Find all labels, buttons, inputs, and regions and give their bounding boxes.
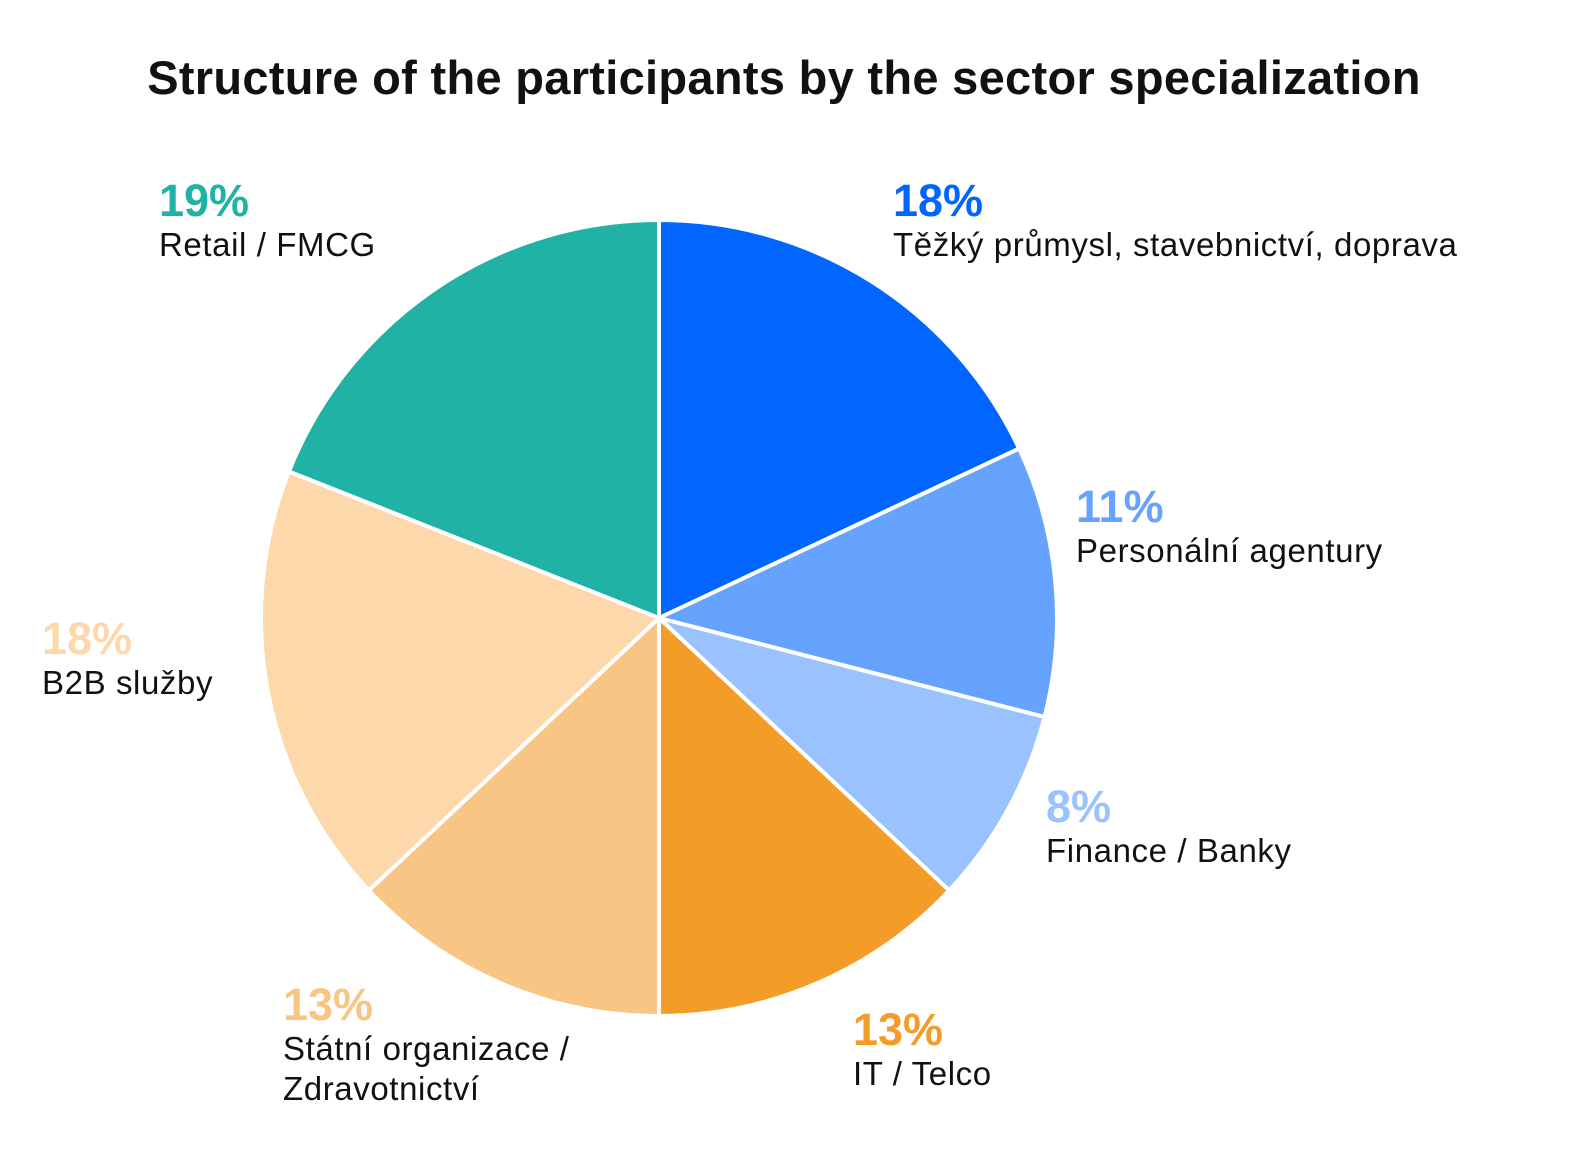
slice-label-finance-banks: 8% Finance / Banky [1046,783,1292,871]
slice-category-label: Personální agentury [1076,532,1383,569]
pie-slice-0 [657,218,1022,620]
slice-value-label: 13% [853,1004,944,1055]
slice-label-retail-fmcg: 19% Retail / FMCG [159,177,376,265]
slice-label-b2b-services: 18% B2B služby [42,615,213,703]
slice-label-state-organizations: 13% Státní organizace / Zdravotnictví [283,981,643,1109]
chart-title: Structure of the participants by the sec… [147,51,1421,104]
slice-label-staffing-agencies: 11% Personální agentury [1076,483,1383,571]
slice-category-label: Těžký průmysl, stavebnictví, doprava [893,226,1458,263]
slice-value-label: 18% [893,175,984,226]
slice-value-label: 13% [283,979,374,1030]
slice-value-label: 19% [159,175,250,226]
pie-slice-3 [657,616,952,1018]
slice-category-label: Retail / FMCG [159,226,376,263]
slice-category-label: B2B služby [42,664,214,701]
pie-slice-5 [259,469,661,893]
slice-category-label: Státní organizace / Zdravotnictví [283,1030,570,1107]
slice-category-label: Finance / Banky [1046,832,1292,869]
pie-slice-2 [657,616,1047,893]
slice-category-label: IT / Telco [853,1055,992,1092]
slice-value-label: 18% [42,613,133,664]
pie-slice-6 [286,218,661,620]
slice-label-heavy-industry: 18% Těžký průmysl, stavebnictví, doprava [893,177,1457,265]
pie-slice-1 [657,446,1059,719]
slice-value-label: 8% [1046,781,1112,832]
slice-label-it-telco: 13% IT / Telco [853,1006,992,1094]
slice-value-label: 11% [1076,481,1164,532]
pie-slice-4 [366,616,661,1018]
